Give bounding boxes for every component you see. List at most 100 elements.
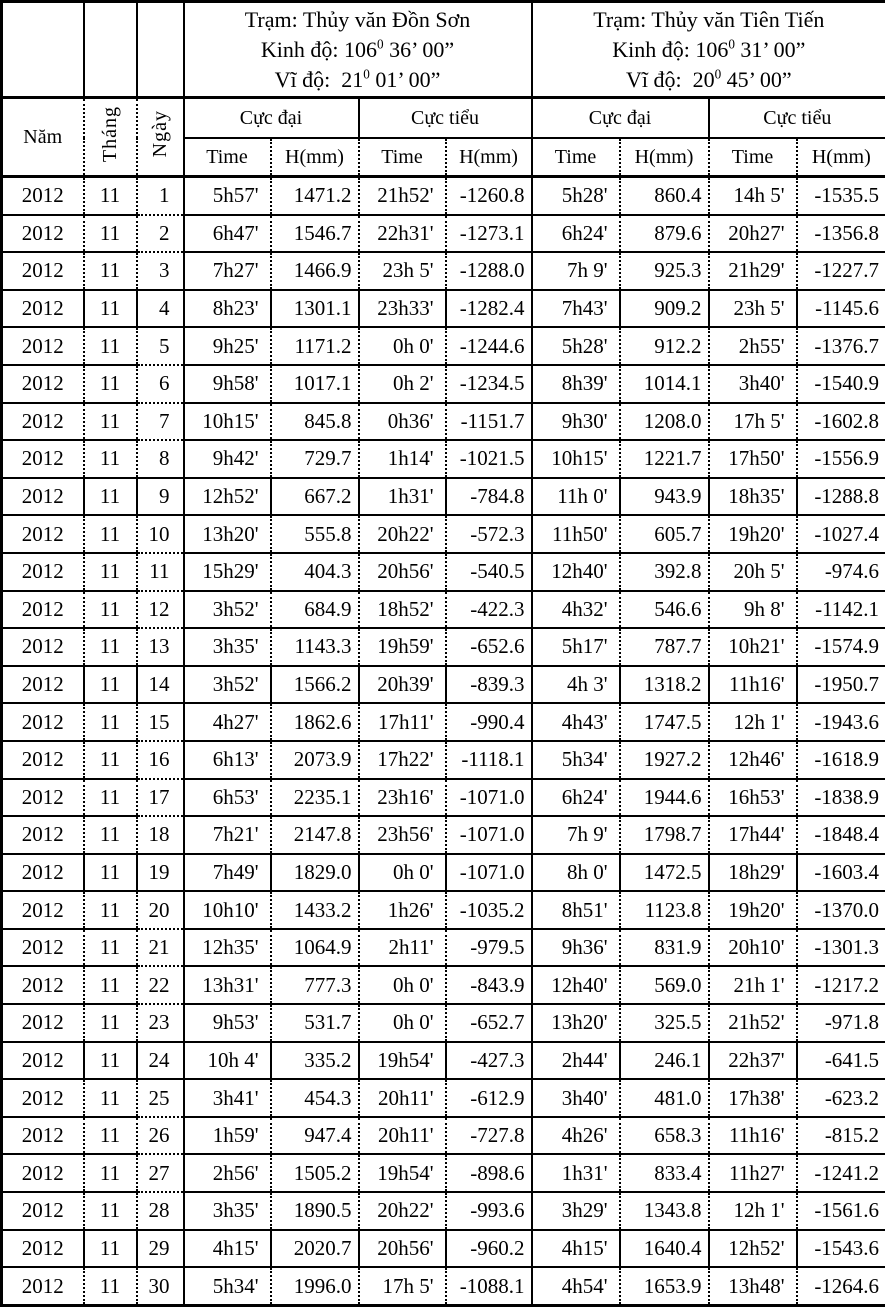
s2-max-h-cell: 1318.2 [620, 666, 709, 704]
s2-max-time-cell: 11h 0' [532, 478, 620, 516]
s1-max-h-cell: 404.3 [271, 553, 359, 591]
s1-min-time-cell: 20h56' [359, 553, 446, 591]
s2-max-h-cell: 1208.0 [620, 403, 709, 441]
s2-max-time-cell: 10h15' [532, 440, 620, 478]
s2-max-time-cell: 1h31' [532, 1154, 620, 1192]
s2-min-h-cell: -1241.2 [797, 1154, 885, 1192]
station-2-latitude: Vĩ độ: 200 45’ 00” [533, 65, 885, 95]
s2-max-h-cell: 546.6 [620, 591, 709, 629]
rotated-month-label: Tháng [99, 106, 122, 162]
s2-min-time-cell: 23h 5' [709, 290, 797, 328]
year-cell: 2012 [2, 703, 84, 741]
s1-min-h-cell: -1071.0 [446, 816, 532, 854]
s1-min-h-cell: -1021.5 [446, 440, 532, 478]
s1-max-h-cell: 667.2 [271, 478, 359, 516]
day-cell: 20 [137, 891, 184, 929]
s1-min-h-cell: -1234.5 [446, 365, 532, 403]
s2-min-time-cell: 21h52' [709, 1004, 797, 1042]
sub-header-time: Time [709, 138, 797, 177]
s2-min-h-cell: -1943.6 [797, 703, 885, 741]
s2-min-time-cell: 2h55' [709, 327, 797, 365]
s2-max-h-cell: 1221.7 [620, 440, 709, 478]
rotated-day-label: Ngày [149, 110, 172, 157]
s2-max-time-cell: 4h 3' [532, 666, 620, 704]
s1-max-h-cell: 1890.5 [271, 1192, 359, 1230]
year-cell: 2012 [2, 1079, 84, 1117]
day-cell: 6 [137, 365, 184, 403]
table-header: Trạm: Thủy văn Đồn Sơn Kinh độ: 1060 36’… [2, 2, 885, 177]
s2-max-h-cell: 879.6 [620, 215, 709, 253]
s1-min-h-cell: -652.7 [446, 1004, 532, 1042]
month-cell: 11 [84, 816, 137, 854]
year-cell: 2012 [2, 966, 84, 1004]
s2-min-time-cell: 12h 1' [709, 1192, 797, 1230]
sub-header-time: Time [359, 138, 446, 177]
month-cell: 11 [84, 327, 137, 365]
s2-min-h-cell: -1535.5 [797, 177, 885, 215]
day-cell: 29 [137, 1230, 184, 1268]
month-cell: 11 [84, 177, 137, 215]
sub-header-h: H(mm) [271, 138, 359, 177]
s1-max-time-cell: 9h58' [184, 365, 271, 403]
s1-max-time-cell: 13h31' [184, 966, 271, 1004]
s1-max-time-cell: 5h57' [184, 177, 271, 215]
s1-min-time-cell: 23h 5' [359, 252, 446, 290]
year-cell: 2012 [2, 628, 84, 666]
s2-min-h-cell: -815.2 [797, 1117, 885, 1155]
s2-max-time-cell: 12h40' [532, 553, 620, 591]
s1-max-h-cell: 845.8 [271, 403, 359, 441]
blank-cell [137, 2, 184, 98]
s2-max-h-cell: 569.0 [620, 966, 709, 1004]
group-header-max-station1: Cực đại [184, 98, 359, 139]
s1-max-h-cell: 777.3 [271, 966, 359, 1004]
month-cell: 11 [84, 515, 137, 553]
day-cell: 25 [137, 1079, 184, 1117]
s1-min-time-cell: 1h26' [359, 891, 446, 929]
s2-min-time-cell: 3h40' [709, 365, 797, 403]
day-cell: 19 [137, 854, 184, 892]
s2-max-h-cell: 909.2 [620, 290, 709, 328]
day-cell: 2 [137, 215, 184, 253]
s2-max-time-cell: 9h30' [532, 403, 620, 441]
s1-min-h-cell: -979.5 [446, 929, 532, 967]
s2-min-h-cell: -1603.4 [797, 854, 885, 892]
station-1-longitude: Kinh độ: 1060 36’ 00” [185, 35, 531, 65]
s1-min-h-cell: -839.3 [446, 666, 532, 704]
s2-min-time-cell: 17h50' [709, 440, 797, 478]
s1-max-time-cell: 7h27' [184, 252, 271, 290]
s1-max-time-cell: 9h53' [184, 1004, 271, 1042]
s1-min-time-cell: 18h52' [359, 591, 446, 629]
month-cell: 11 [84, 1154, 137, 1192]
group-header-min-station2: Cực tiểu [709, 98, 885, 139]
s2-max-h-cell: 787.7 [620, 628, 709, 666]
group-header-min-station1: Cực tiểu [359, 98, 532, 139]
s2-max-time-cell: 5h28' [532, 327, 620, 365]
sub-header-h: H(mm) [620, 138, 709, 177]
s2-max-time-cell: 2h44' [532, 1042, 620, 1080]
s1-min-h-cell: -1071.0 [446, 779, 532, 817]
s2-min-time-cell: 10h21' [709, 628, 797, 666]
year-cell: 2012 [2, 403, 84, 441]
day-cell: 3 [137, 252, 184, 290]
s1-min-h-cell: -1273.1 [446, 215, 532, 253]
s1-max-time-cell: 4h15' [184, 1230, 271, 1268]
month-cell: 11 [84, 1117, 137, 1155]
s2-max-h-cell: 1944.6 [620, 779, 709, 817]
s1-max-time-cell: 7h21' [184, 816, 271, 854]
s2-max-h-cell: 833.4 [620, 1154, 709, 1192]
s1-min-time-cell: 21h52' [359, 177, 446, 215]
day-cell: 14 [137, 666, 184, 704]
s2-min-time-cell: 16h53' [709, 779, 797, 817]
month-cell: 11 [84, 628, 137, 666]
station-1-header: Trạm: Thủy văn Đồn Sơn Kinh độ: 1060 36’… [184, 2, 532, 98]
s2-min-time-cell: 11h16' [709, 666, 797, 704]
s2-min-h-cell: -1376.7 [797, 327, 885, 365]
